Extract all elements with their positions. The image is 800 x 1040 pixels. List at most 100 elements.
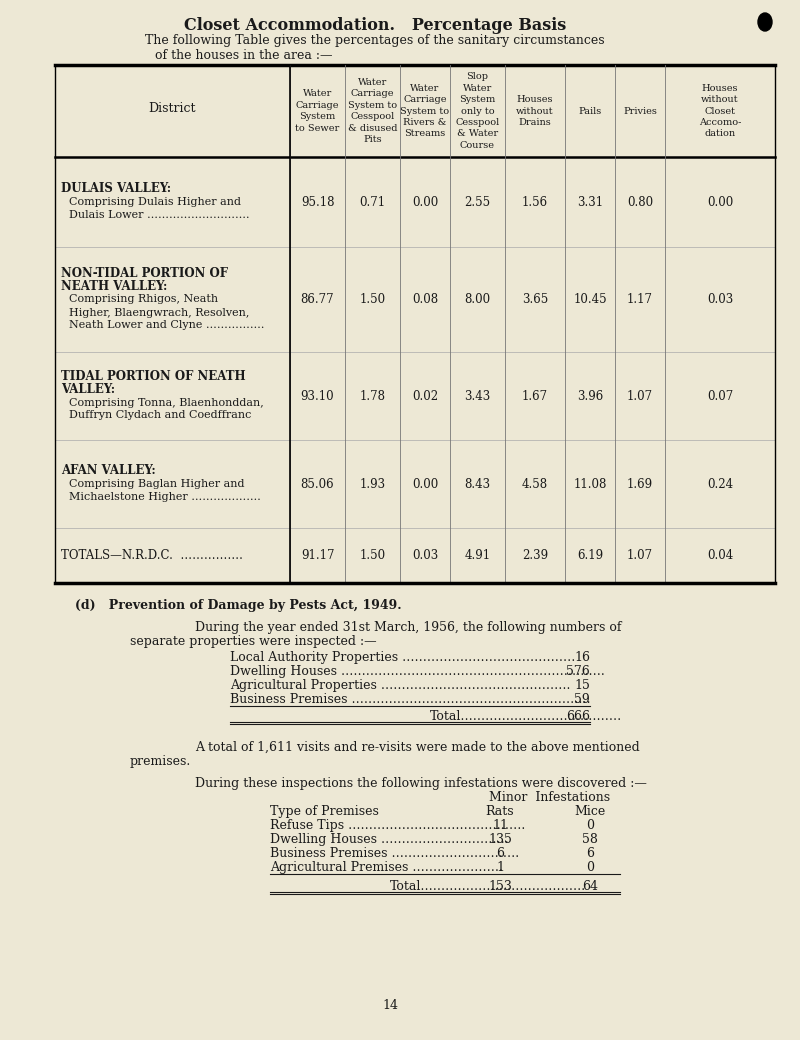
Text: 0.00: 0.00 [412, 196, 438, 208]
Text: Minor  Infestations: Minor Infestations [490, 791, 610, 804]
Text: 1.07: 1.07 [627, 390, 653, 402]
Text: Total…………………………………: Total………………………………… [430, 710, 622, 723]
Text: The following Table gives the percentages of the sanitary circumstances: The following Table gives the percentage… [145, 34, 605, 47]
Text: Mice: Mice [574, 805, 606, 818]
Text: 0.24: 0.24 [707, 477, 733, 491]
Text: Houses
without
Closet
Accomo-
dation: Houses without Closet Accomo- dation [699, 83, 741, 138]
Text: VALLEY:: VALLEY: [61, 383, 115, 396]
Text: During these inspections the following infestations were discovered :—: During these inspections the following i… [195, 777, 647, 790]
Text: 8.00: 8.00 [465, 293, 490, 306]
Text: Pails: Pails [578, 106, 602, 115]
Text: 3.31: 3.31 [577, 196, 603, 208]
Text: 4.58: 4.58 [522, 477, 548, 491]
Text: 85.06: 85.06 [301, 477, 334, 491]
Text: Comprising Rhigos, Neath: Comprising Rhigos, Neath [69, 294, 218, 305]
Text: Dulais Lower ……………………….: Dulais Lower ………………………. [69, 210, 250, 220]
Text: Local Authority Properties ……………………………………: Local Authority Properties …………………………………… [230, 651, 575, 664]
Text: 10.45: 10.45 [573, 293, 607, 306]
Text: 1.69: 1.69 [627, 477, 653, 491]
Text: Dwelling Houses ……………………………………………………….: Dwelling Houses ………………………………………………………. [230, 665, 605, 678]
Text: 135: 135 [488, 833, 512, 846]
Text: NON-TIDAL PORTION OF: NON-TIDAL PORTION OF [61, 267, 228, 280]
Text: 91.17: 91.17 [301, 549, 334, 562]
Text: A total of 1,611 visits and re-visits were made to the above mentioned: A total of 1,611 visits and re-visits we… [195, 740, 640, 754]
Text: 3.43: 3.43 [464, 390, 490, 402]
Text: of the houses in the area :—: of the houses in the area :— [155, 49, 333, 62]
Text: Agricultural Premises ………………….: Agricultural Premises …………………. [270, 861, 503, 874]
Text: 95.18: 95.18 [301, 196, 334, 208]
Text: 8.43: 8.43 [465, 477, 490, 491]
Text: Slop
Water
System
only to
Cesspool
& Water
Course: Slop Water System only to Cesspool & Wat… [455, 72, 500, 150]
Text: Higher, Blaengwrach, Resolven,: Higher, Blaengwrach, Resolven, [69, 308, 250, 317]
Text: separate properties were inspected :—: separate properties were inspected :— [130, 635, 377, 648]
Text: 1.50: 1.50 [359, 549, 386, 562]
Text: 0: 0 [586, 861, 594, 874]
Text: 2.39: 2.39 [522, 549, 548, 562]
Text: 0.71: 0.71 [359, 196, 386, 208]
Text: 1.93: 1.93 [359, 477, 386, 491]
Text: Agricultural Properties ……………………………………….: Agricultural Properties ………………………………………. [230, 679, 570, 692]
Text: 0: 0 [586, 820, 594, 832]
Text: Houses
without
Drains: Houses without Drains [516, 95, 554, 127]
Text: 15: 15 [574, 679, 590, 692]
Text: 3.65: 3.65 [522, 293, 548, 306]
Text: Comprising Dulais Higher and: Comprising Dulais Higher and [69, 197, 241, 207]
Text: 1.67: 1.67 [522, 390, 548, 402]
Text: Duffryn Clydach and Coedffranc: Duffryn Clydach and Coedffranc [69, 411, 251, 420]
Text: During the year ended 31st March, 1956, the following numbers of: During the year ended 31st March, 1956, … [195, 621, 622, 634]
Text: 59: 59 [574, 693, 590, 706]
Text: 1.50: 1.50 [359, 293, 386, 306]
Text: Total………………………………….: Total…………………………………. [390, 880, 586, 893]
Text: 666: 666 [566, 710, 590, 723]
Text: premises.: premises. [130, 755, 191, 768]
Text: Comprising Baglan Higher and: Comprising Baglan Higher and [69, 479, 245, 489]
Text: 576: 576 [566, 665, 590, 678]
Text: 0.00: 0.00 [707, 196, 733, 208]
Text: 0.07: 0.07 [707, 390, 733, 402]
Text: 3.96: 3.96 [577, 390, 603, 402]
Text: Neath Lower and Clyne …………….: Neath Lower and Clyne ……………. [69, 320, 264, 331]
Text: Water
Carriage
System to
Cesspool
& disused
Pits: Water Carriage System to Cesspool & disu… [348, 78, 398, 145]
Text: 6: 6 [496, 847, 504, 860]
Text: Type of Premises: Type of Premises [270, 805, 379, 818]
Text: 11: 11 [492, 820, 508, 832]
Text: Refuse Tips …………………………………….: Refuse Tips ……………………………………. [270, 820, 526, 832]
Text: 4.91: 4.91 [465, 549, 490, 562]
Ellipse shape [758, 12, 772, 31]
Text: 64: 64 [582, 880, 598, 893]
Text: 11.08: 11.08 [574, 477, 606, 491]
Text: (d)   Prevention of Damage by Pests Act, 1949.: (d) Prevention of Damage by Pests Act, 1… [75, 599, 402, 612]
Text: 0.08: 0.08 [412, 293, 438, 306]
Text: 1: 1 [496, 861, 504, 874]
Text: Rats: Rats [486, 805, 514, 818]
Text: Water
Carriage
System
to Sewer: Water Carriage System to Sewer [295, 89, 340, 133]
Text: Dwelling Houses ………………………….: Dwelling Houses …………………………. [270, 833, 509, 846]
Text: 6.19: 6.19 [577, 549, 603, 562]
Text: 0.03: 0.03 [412, 549, 438, 562]
Text: 1.56: 1.56 [522, 196, 548, 208]
Text: Closet Accommodation.   Percentage Basis: Closet Accommodation. Percentage Basis [184, 17, 566, 34]
Text: 86.77: 86.77 [301, 293, 334, 306]
Text: 0.02: 0.02 [412, 390, 438, 402]
Text: NEATH VALLEY:: NEATH VALLEY: [61, 280, 167, 293]
Text: Business Premises ………………………….: Business Premises …………………………. [270, 847, 519, 860]
Text: Michaelstone Higher ……………….: Michaelstone Higher ………………. [69, 492, 261, 502]
Text: 1.07: 1.07 [627, 549, 653, 562]
Text: District: District [149, 103, 196, 115]
Text: 0.80: 0.80 [627, 196, 653, 208]
Text: 93.10: 93.10 [301, 390, 334, 402]
Text: AFAN VALLEY:: AFAN VALLEY: [61, 465, 156, 477]
Text: Comprising Tonna, Blaenhonddan,: Comprising Tonna, Blaenhonddan, [69, 397, 264, 408]
Text: 153: 153 [488, 880, 512, 893]
Text: 0.04: 0.04 [707, 549, 733, 562]
Text: 16: 16 [574, 651, 590, 664]
Text: 1.78: 1.78 [359, 390, 386, 402]
Text: DULAIS VALLEY:: DULAIS VALLEY: [61, 182, 171, 196]
Text: 1.17: 1.17 [627, 293, 653, 306]
Text: TOTALS—N.R.D.C.  …………….: TOTALS—N.R.D.C. ……………. [61, 549, 243, 562]
Text: TIDAL PORTION OF NEATH: TIDAL PORTION OF NEATH [61, 370, 246, 383]
Text: 14: 14 [382, 999, 398, 1012]
Text: 2.55: 2.55 [465, 196, 490, 208]
Text: Water
Carriage
System to
Rivers &
Streams: Water Carriage System to Rivers & Stream… [401, 83, 450, 138]
Text: 0.03: 0.03 [707, 293, 733, 306]
